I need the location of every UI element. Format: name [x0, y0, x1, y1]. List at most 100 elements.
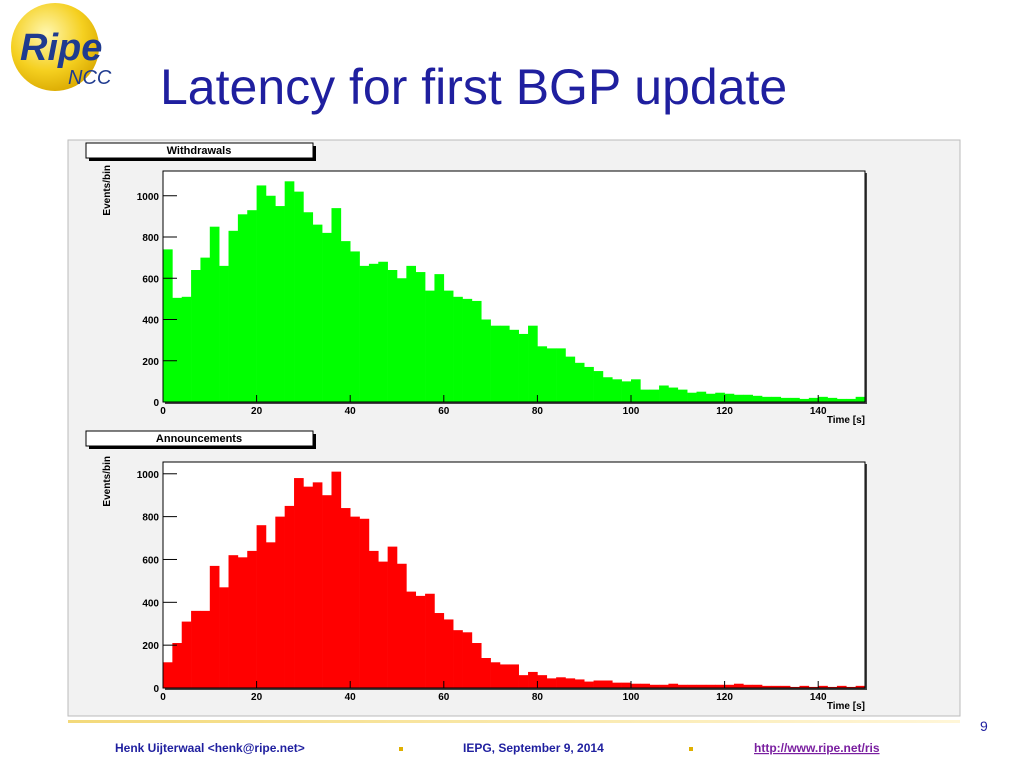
- x-tick-label: 40: [345, 406, 357, 417]
- histogram-bar: [659, 684, 669, 688]
- histogram-bar: [733, 683, 744, 688]
- histogram-bar: [471, 300, 482, 402]
- histogram-bar: [752, 395, 763, 402]
- histogram-bar: [537, 346, 548, 402]
- histogram-bar: [462, 298, 473, 402]
- histogram-bar: [181, 296, 192, 402]
- histogram-bar: [846, 398, 856, 402]
- histogram-bar: [415, 595, 426, 688]
- histogram-bar: [499, 325, 510, 402]
- histogram-bar: [584, 366, 594, 402]
- y-tick-label: 600: [142, 555, 159, 566]
- histogram-bar: [649, 389, 660, 402]
- histogram-bar: [827, 397, 838, 402]
- histogram-bar: [855, 396, 866, 402]
- plot-border: [162, 170, 866, 403]
- histogram-bar: [593, 371, 604, 402]
- histogram-bar: [434, 613, 445, 688]
- x-tick-label: 140: [810, 692, 827, 703]
- footer-rule: [68, 720, 960, 723]
- histogram-bar: [696, 391, 707, 402]
- y-tick-label: 400: [142, 598, 159, 609]
- histogram-bar: [836, 398, 847, 402]
- histogram-bar: [499, 664, 510, 688]
- histogram-bar: [378, 261, 388, 402]
- histogram-bar: [350, 251, 360, 402]
- histogram-bar: [640, 683, 651, 688]
- histogram-bar: [799, 398, 810, 402]
- footer-dot: [399, 747, 403, 751]
- histogram-bar: [556, 677, 566, 688]
- histogram-bar: [462, 632, 473, 688]
- histogram-bar: [237, 557, 248, 688]
- logo-disc: [11, 3, 99, 91]
- histogram-bar: [528, 325, 538, 402]
- x-tick-label: 100: [623, 406, 640, 417]
- y-tick-label: 0: [153, 684, 159, 695]
- histogram-bar: [612, 379, 622, 402]
- footer-url[interactable]: http://www.ripe.net/ris: [754, 741, 880, 755]
- histogram-bar: [818, 396, 828, 402]
- histogram-bar: [818, 685, 828, 688]
- histogram-bar: [303, 486, 314, 688]
- histogram-bar: [331, 471, 342, 688]
- histogram-bar: [574, 679, 585, 688]
- histogram-bar: [556, 348, 566, 402]
- histogram-bar: [762, 685, 772, 688]
- title-box: [85, 430, 314, 447]
- histogram-bar: [228, 555, 239, 688]
- histogram-bar: [228, 230, 239, 402]
- histogram-bar: [771, 396, 782, 402]
- histogram-bar: [340, 241, 351, 402]
- histogram-bar: [649, 684, 660, 688]
- histogram-bar: [387, 270, 398, 402]
- chart-title: Announcements: [156, 433, 242, 445]
- histogram-bar: [406, 265, 417, 402]
- histogram-bar: [790, 397, 800, 402]
- histogram-bar: [490, 325, 501, 402]
- histogram-bar: [546, 348, 557, 402]
- histogram-bar: [687, 684, 697, 688]
- histogram-bar: [808, 686, 819, 688]
- histogram-bar: [359, 265, 370, 402]
- histogram-bar: [771, 685, 782, 688]
- x-tick-label: 80: [532, 692, 544, 703]
- histogram-bar: [425, 290, 435, 402]
- histogram-bar: [368, 263, 379, 402]
- x-tick-label: 20: [251, 692, 263, 703]
- histogram-bar: [743, 394, 753, 402]
- histogram-bar: [602, 680, 613, 688]
- histogram-bar: [705, 684, 716, 688]
- histogram-bar: [743, 684, 753, 688]
- y-tick-label: 1000: [137, 192, 160, 203]
- histogram-bar: [200, 610, 211, 688]
- histogram-bar: [752, 684, 763, 688]
- histogram-bar: [453, 296, 463, 402]
- histogram-bar: [518, 333, 529, 402]
- histogram-bar: [443, 290, 454, 402]
- histogram-bar: [846, 686, 856, 688]
- page-number: 9: [980, 718, 988, 734]
- histogram-bar: [434, 274, 445, 402]
- histogram-bar: [602, 377, 613, 402]
- histogram-bar: [724, 393, 735, 402]
- x-tick-label: 100: [623, 692, 640, 703]
- slide-title: Latency for first BGP update: [160, 59, 787, 115]
- histogram-bar: [780, 685, 791, 688]
- x-tick-label: 20: [251, 406, 263, 417]
- x-tick-label: 120: [716, 692, 733, 703]
- x-tick-label: 60: [438, 692, 450, 703]
- histogram-bar: [631, 683, 641, 688]
- x-tick-label: 40: [345, 692, 357, 703]
- histogram-bar: [593, 680, 604, 688]
- histogram-bar: [219, 587, 229, 688]
- y-tick-label: 1000: [137, 470, 160, 481]
- x-tick-label: 120: [716, 406, 733, 417]
- histogram-bar: [612, 682, 622, 688]
- histogram-bar: [387, 546, 398, 688]
- y-tick-label: 800: [142, 233, 159, 244]
- x-tick-label: 140: [810, 406, 827, 417]
- title-box: [85, 142, 314, 159]
- histogram-bar: [172, 297, 183, 402]
